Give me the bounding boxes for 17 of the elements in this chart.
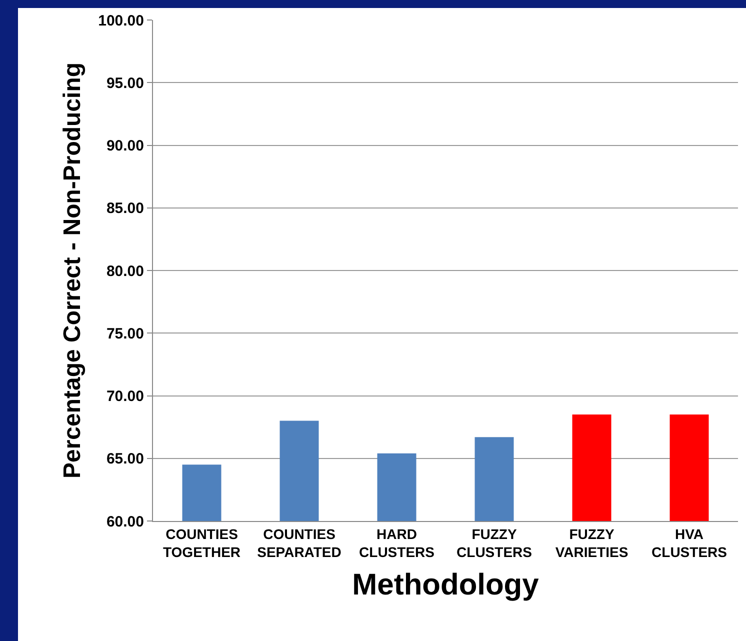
y-tick-label: 60.00 (106, 513, 144, 530)
y-tick-label: 70.00 (106, 388, 144, 405)
x-tick-label: FUZZY CLUSTERS (456, 526, 532, 560)
y-tick-label: 85.00 (106, 200, 144, 218)
y-tick-label: 90.00 (106, 138, 144, 154)
y-tick-label: 100.00 (98, 12, 144, 30)
y-tick-label: 75.00 (106, 325, 144, 342)
x-tick-label: HARD CLUSTERS (359, 526, 434, 560)
x-tick-label: COUNTIES SEPARATED (257, 526, 342, 560)
y-tick-label: 80.00 (106, 262, 144, 280)
x-tick-label: FUZZY VARIETIES (555, 526, 628, 560)
y-axis-title: Percentage Correct - Non-Producing (59, 62, 86, 479)
y-tick-label: 95.00 (106, 74, 144, 92)
y-tick-label: 65.00 (106, 450, 144, 468)
x-axis-title: Methodology (352, 568, 540, 602)
x-tick-label: COUNTIES TOGETHER (162, 526, 241, 560)
x-tick-label: HVA CLUSTERS (652, 526, 727, 560)
